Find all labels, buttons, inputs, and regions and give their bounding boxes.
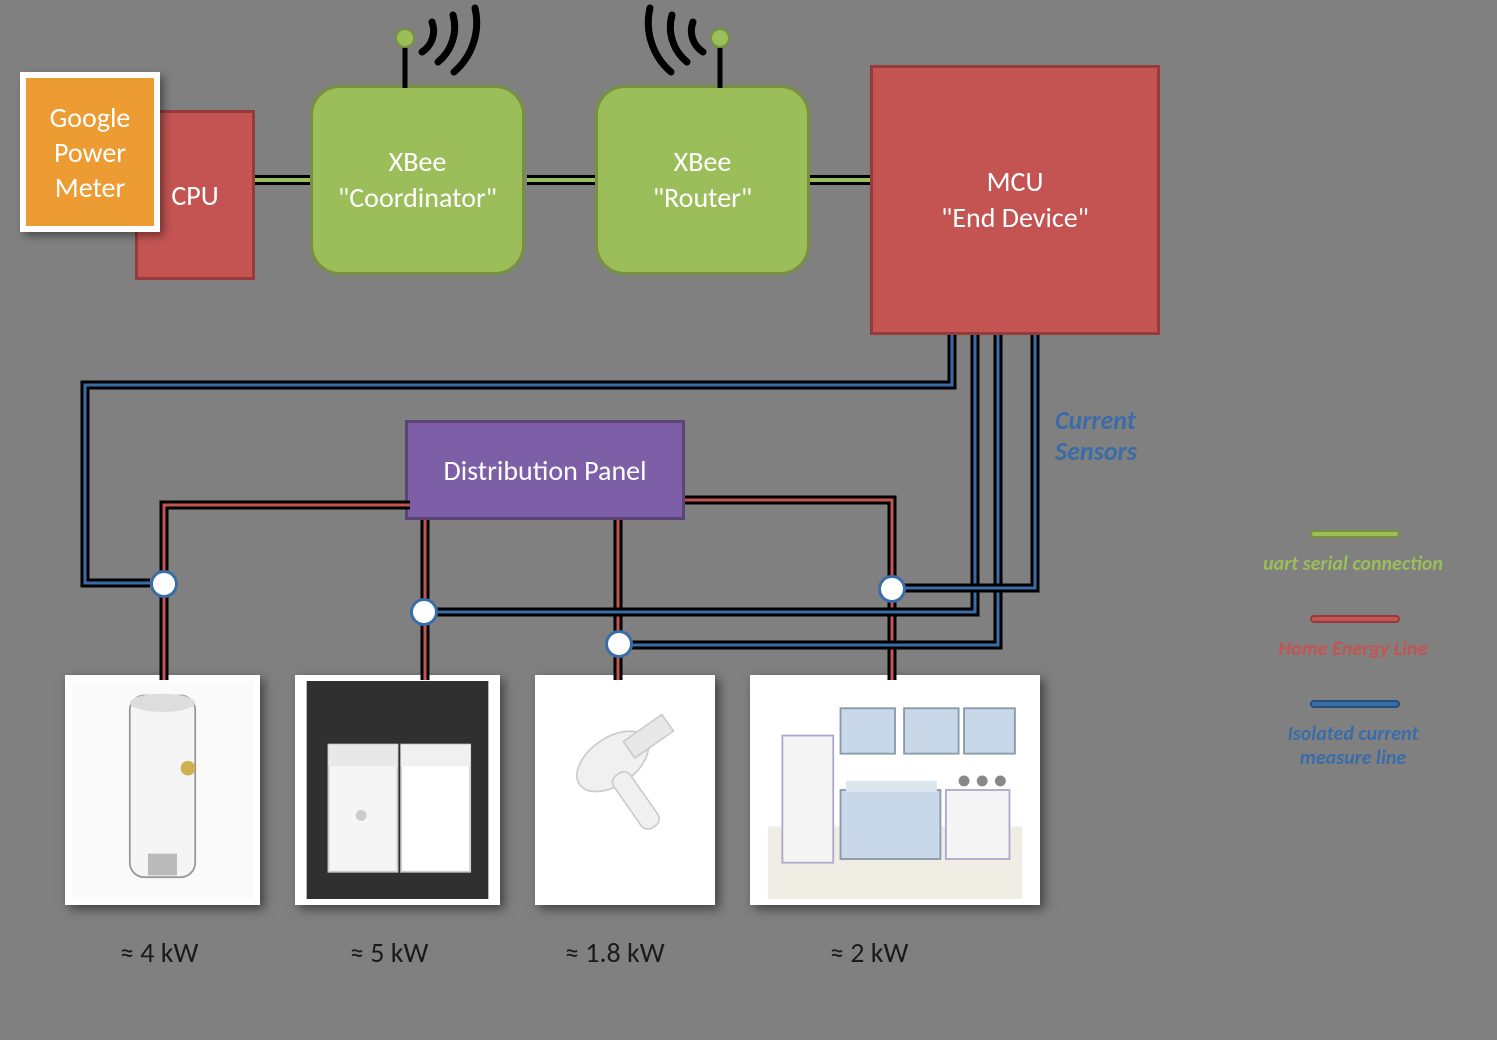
sensor-node-2 bbox=[410, 598, 438, 626]
antennas-svg bbox=[0, 0, 1497, 1040]
sensor-node-1 bbox=[150, 570, 178, 598]
sensor-node-3 bbox=[605, 630, 633, 658]
sensor-node-4 bbox=[878, 575, 906, 603]
